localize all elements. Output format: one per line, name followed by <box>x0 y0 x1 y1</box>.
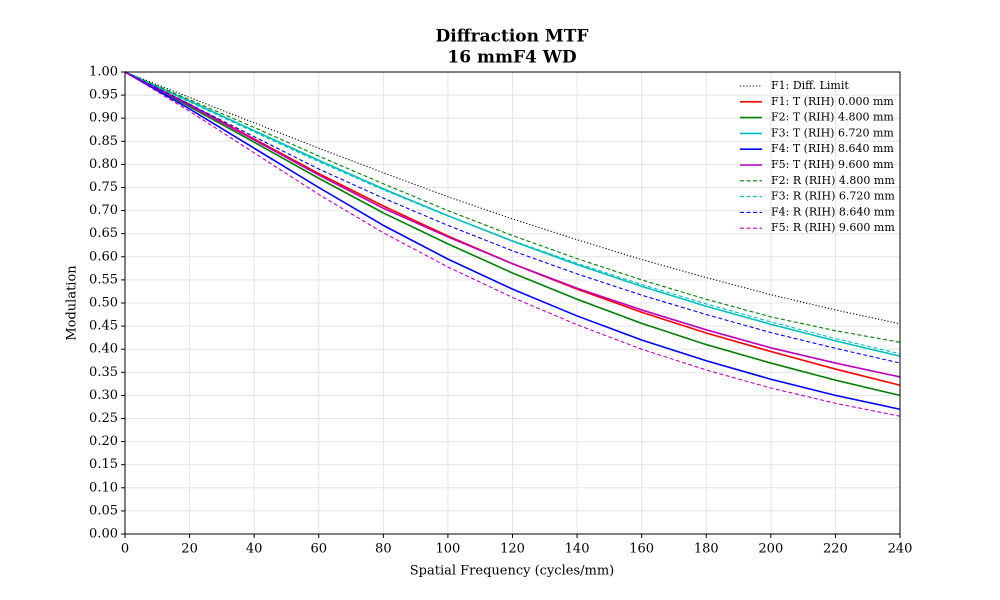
y-tick-label: 0.55 <box>89 272 118 287</box>
y-tick-label: 0.50 <box>89 296 118 311</box>
chart-subtitle: 16 mmF4 WD <box>447 48 576 68</box>
y-tick-label: 0.30 <box>89 388 118 403</box>
x-axis-label: Spatial Frequency (cycles/mm) <box>410 564 614 579</box>
legend: F1: Diff. Limit F1: T (RIH) 0.000 mm F2: T… <box>740 79 895 234</box>
series-line <box>124 71 901 355</box>
chart-title: Diffraction MTF <box>436 27 589 47</box>
y-tick-label: 0.10 <box>89 480 118 495</box>
y-tick-label: 0.35 <box>89 365 118 380</box>
x-tick-label: 100 <box>436 542 461 557</box>
x-tick-label: 120 <box>500 542 525 557</box>
legend-label: F5: R (RIH) 9.600 mm <box>771 221 895 234</box>
legend-label: F1: T (RIH) 0.000 mm <box>771 95 894 108</box>
x-tick-label: 60 <box>310 542 327 557</box>
x-tick-label: 180 <box>694 542 719 557</box>
legend-label: F3: R (RIH) 6.720 mm <box>771 190 895 203</box>
y-tick-label: 0.15 <box>89 457 118 472</box>
x-tick-label: 160 <box>629 542 654 557</box>
x-tick-label: 240 <box>888 542 913 557</box>
legend-label: F4: R (RIH) 8.640 mm <box>771 205 895 218</box>
y-tick-label: 0.75 <box>89 180 118 195</box>
legend-label: F4: T (RIH) 8.640 mm <box>771 142 894 155</box>
y-tick-label: 0.70 <box>89 203 118 218</box>
series-line <box>124 71 901 417</box>
y-tick-label: 0.05 <box>89 503 118 518</box>
series-line <box>124 71 901 343</box>
x-tick-label: 0 <box>121 542 129 557</box>
x-tick-label: 140 <box>565 542 590 557</box>
legend-label: F5: T (RIH) 9.600 mm <box>771 158 894 171</box>
legend-label: F2: R (RIH) 4.800 mm <box>771 174 895 187</box>
legend-label: F1: Diff. Limit <box>771 79 849 92</box>
y-tick-label: 0.25 <box>89 411 118 426</box>
x-tick-label: 200 <box>758 542 783 557</box>
y-tick-label: 0.00 <box>89 527 118 542</box>
x-tick-label: 20 <box>181 542 198 557</box>
y-tick-label: 0.60 <box>89 249 118 264</box>
legend-label: F3: T (RIH) 6.720 mm <box>771 126 894 139</box>
y-tick-label: 0.95 <box>89 88 118 103</box>
x-tick-label: 40 <box>246 542 263 557</box>
series-line <box>124 71 901 411</box>
x-tick-label: 220 <box>823 542 848 557</box>
y-axis-label: Modulation <box>65 265 80 341</box>
series-line <box>124 71 901 364</box>
y-tick-label: 0.80 <box>89 157 118 172</box>
series-line <box>124 71 901 397</box>
plot-frame <box>124 71 901 535</box>
y-tick-label: 0.40 <box>89 342 118 357</box>
series-line <box>124 71 901 378</box>
y-tick-label: 0.20 <box>89 434 118 449</box>
y-tick-label: 0.45 <box>89 319 118 334</box>
y-tick-label: 0.65 <box>89 226 118 241</box>
y-tick-label: 0.90 <box>89 111 118 126</box>
y-tick-label: 1.00 <box>89 65 118 80</box>
legend-label: F2: T (RIH) 4.800 mm <box>771 111 894 124</box>
x-tick-label: 80 <box>375 542 392 557</box>
y-tick-label: 0.85 <box>89 134 118 149</box>
